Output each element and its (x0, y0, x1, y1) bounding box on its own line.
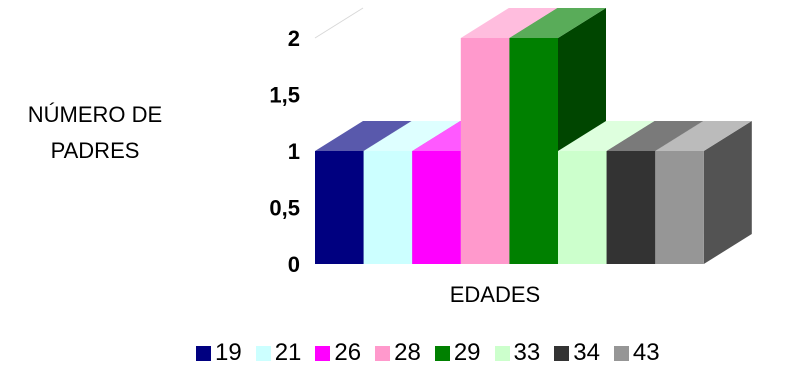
legend-label: 26 (334, 339, 362, 366)
legend-label: 43 (632, 339, 660, 366)
bar-side (703, 121, 752, 264)
bars (315, 8, 752, 264)
bar-top (606, 121, 704, 151)
legend-label: 19 (215, 339, 242, 366)
legend-swatch (554, 345, 570, 361)
x-axis-label: EDADES (450, 282, 540, 307)
legend-item-28: 28 (375, 339, 421, 367)
bar-front (606, 151, 656, 264)
legend-swatch (434, 345, 450, 361)
legend-label: 21 (274, 339, 302, 366)
bar-front (558, 151, 607, 264)
bar-top (363, 121, 461, 151)
y-tick-label: 0 (288, 252, 300, 277)
y-tick-label: 1,5 (269, 83, 300, 108)
legend-swatch (196, 345, 211, 361)
bar-top (509, 8, 606, 38)
legend-item-33: 33 (494, 339, 541, 367)
legend-label: 29 (453, 339, 481, 366)
legend-item-19: 19 (196, 339, 242, 367)
y-tick-label: 0,5 (269, 196, 300, 221)
bar-top (655, 121, 752, 151)
bar-43 (655, 121, 752, 264)
legend-item-26: 26 (315, 339, 361, 367)
y-axis-label-line: PADRES (50, 138, 140, 163)
legend-swatch (315, 345, 331, 361)
bar-front (363, 151, 413, 264)
legend-item-43: 43 (613, 339, 660, 367)
y-axis-label-line: NÚMERO DE (27, 102, 163, 127)
bar-top (315, 121, 412, 151)
bar-front (460, 38, 510, 264)
y-tick-label: 2 (288, 26, 300, 51)
legend-item-34: 34 (554, 339, 600, 367)
legend-item-21: 21 (255, 339, 302, 367)
legend-label: 28 (394, 339, 421, 366)
legend-label: 34 (573, 339, 600, 366)
legend-item-29: 29 (434, 339, 481, 367)
legend-swatch (494, 345, 510, 361)
bar-front (412, 151, 461, 264)
bar-front (655, 151, 704, 264)
legend-swatch (255, 345, 271, 361)
chart-legend: 19 21 26 28 29 33 34 43 (196, 338, 660, 368)
bar-top (460, 8, 558, 38)
y-axis-ticks: 0 0,5 1 1,5 2 (269, 26, 300, 277)
legend-swatch (613, 345, 629, 361)
legend-swatch (375, 345, 391, 361)
top-gridline (314, 7, 364, 39)
chart-back-wall (314, 7, 364, 39)
legend-label: 33 (513, 339, 541, 366)
bar-front (315, 151, 364, 264)
bar-front (509, 38, 558, 264)
y-tick-label: 1 (288, 139, 300, 164)
bar-top (558, 121, 655, 151)
